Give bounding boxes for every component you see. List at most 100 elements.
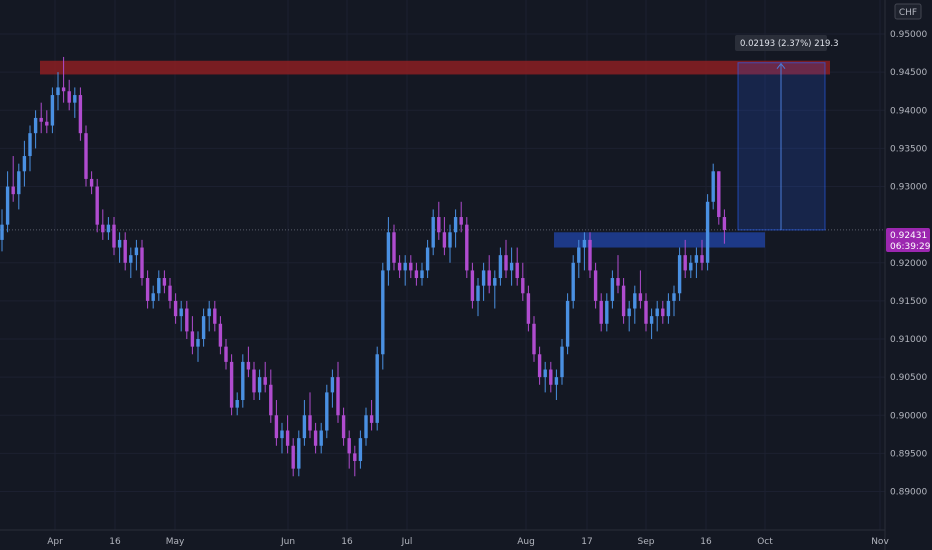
candle-body bbox=[151, 293, 155, 301]
candle-body bbox=[375, 354, 379, 423]
candle-body bbox=[145, 278, 150, 301]
candle bbox=[297, 430, 301, 477]
candle bbox=[185, 300, 189, 340]
candle bbox=[532, 316, 536, 362]
candle-body bbox=[50, 95, 55, 126]
candle-body bbox=[168, 285, 172, 301]
x-tick-label: 16 bbox=[109, 537, 121, 547]
candle-body bbox=[353, 453, 357, 462]
price-axis[interactable]: 0.95000 0.94500 0.94000 0.93500 0.93000 0.920… bbox=[890, 30, 927, 497]
candle bbox=[459, 201, 463, 233]
candle-body bbox=[493, 278, 497, 286]
candle bbox=[129, 247, 133, 279]
candle bbox=[403, 255, 407, 286]
candle-body bbox=[218, 323, 223, 347]
candle-body bbox=[621, 285, 626, 317]
candle-body bbox=[420, 270, 424, 279]
candle-body bbox=[453, 217, 458, 233]
candle bbox=[173, 293, 178, 324]
y-tick-label: 0.95000 bbox=[890, 30, 927, 40]
candle bbox=[386, 217, 391, 286]
candle-body bbox=[162, 278, 167, 286]
measure-tool[interactable]: 0.02193 (2.37%) 219.3 bbox=[735, 35, 839, 231]
measure-arrow-head bbox=[776, 62, 786, 70]
candle bbox=[269, 369, 273, 423]
candle bbox=[313, 422, 318, 454]
candle bbox=[448, 224, 452, 263]
candle-body bbox=[190, 331, 195, 347]
candle-body bbox=[521, 278, 525, 294]
candle-body bbox=[45, 121, 49, 126]
candle-body bbox=[481, 270, 486, 286]
candle-body bbox=[543, 369, 547, 378]
candle-body bbox=[274, 415, 279, 439]
candles bbox=[0, 56, 727, 477]
support-zone[interactable] bbox=[554, 232, 765, 248]
candle-body bbox=[683, 255, 687, 271]
candle-body bbox=[414, 270, 419, 279]
candle-body bbox=[28, 133, 32, 157]
candle bbox=[627, 300, 631, 332]
candle bbox=[11, 156, 15, 202]
candle bbox=[493, 270, 497, 309]
y-tick-label: 0.89000 bbox=[890, 488, 927, 498]
candle bbox=[621, 278, 626, 324]
candle-body bbox=[173, 300, 178, 317]
resistance-zone[interactable] bbox=[40, 60, 830, 75]
candle-body bbox=[644, 300, 648, 324]
candle bbox=[537, 346, 542, 385]
candle-body bbox=[605, 300, 609, 324]
candle bbox=[5, 171, 10, 233]
x-tick-label: Jul bbox=[401, 537, 413, 547]
candle-body bbox=[280, 430, 284, 439]
candle-body bbox=[627, 308, 631, 317]
candle-body bbox=[431, 217, 435, 248]
x-tick-label: May bbox=[166, 537, 185, 547]
candle bbox=[252, 361, 256, 401]
measure-label: 0.02193 (2.37%) 219.3 bbox=[740, 39, 839, 49]
candle bbox=[509, 247, 514, 286]
currency-label[interactable]: CHF bbox=[894, 3, 922, 20]
candle-body bbox=[689, 262, 693, 271]
candle bbox=[274, 400, 279, 446]
candle bbox=[577, 239, 581, 279]
candle-body bbox=[140, 247, 144, 279]
candle bbox=[112, 217, 116, 256]
candle bbox=[638, 270, 643, 309]
candle-body bbox=[117, 239, 122, 248]
candle-body bbox=[5, 186, 10, 225]
candle-body bbox=[101, 224, 105, 233]
candle-body bbox=[196, 339, 200, 347]
candle-body bbox=[554, 377, 559, 385]
x-tick-label: 16 bbox=[341, 537, 353, 547]
candle-body bbox=[285, 430, 290, 446]
candle-body bbox=[252, 369, 256, 393]
candle bbox=[67, 79, 71, 111]
time-axis[interactable]: Apr 16 May Jun 16 Jul Aug 17 Sep 16 Oct Nov bbox=[47, 537, 889, 547]
candle bbox=[341, 407, 346, 446]
candle-body bbox=[437, 217, 441, 233]
candle-body bbox=[123, 239, 127, 263]
candle-body bbox=[157, 278, 161, 294]
candle bbox=[722, 209, 727, 244]
candle-body bbox=[302, 415, 307, 439]
candle-body bbox=[537, 354, 542, 378]
candle-body bbox=[201, 316, 206, 340]
candle bbox=[437, 201, 441, 240]
candle-body bbox=[610, 278, 615, 301]
candle-body bbox=[61, 87, 66, 92]
candle-body bbox=[386, 232, 391, 271]
candle bbox=[358, 430, 363, 469]
candle bbox=[420, 262, 424, 286]
candle bbox=[101, 209, 105, 240]
candle bbox=[582, 232, 587, 271]
candle bbox=[633, 285, 637, 324]
candle-body bbox=[291, 445, 295, 469]
candle bbox=[425, 239, 430, 279]
x-tick-label: Nov bbox=[871, 537, 889, 547]
candle bbox=[257, 369, 262, 401]
candle bbox=[694, 247, 699, 279]
candle-body bbox=[397, 262, 402, 271]
